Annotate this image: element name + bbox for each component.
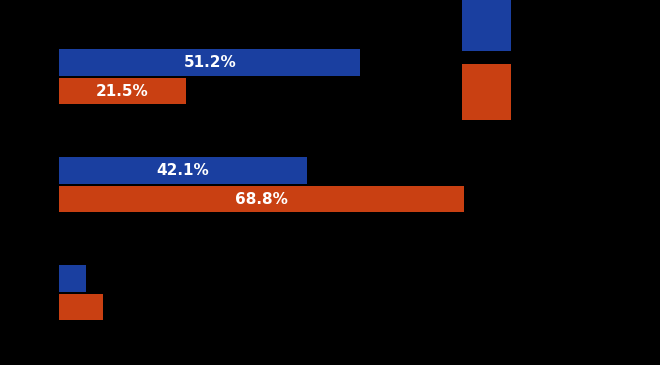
Bar <box>59 294 104 320</box>
Text: 21.5%: 21.5% <box>96 84 149 99</box>
Bar <box>59 49 360 76</box>
Bar <box>59 265 86 292</box>
Bar <box>59 157 307 184</box>
Bar <box>59 78 185 104</box>
Text: 51.2%: 51.2% <box>183 55 236 70</box>
Text: 68.8%: 68.8% <box>235 192 288 207</box>
Bar <box>59 186 463 212</box>
Text: 42.1%: 42.1% <box>156 163 209 178</box>
